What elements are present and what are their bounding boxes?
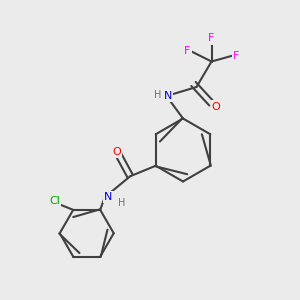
Text: F: F xyxy=(233,50,239,61)
Text: H: H xyxy=(154,89,162,100)
Text: N: N xyxy=(164,91,172,101)
Text: Cl: Cl xyxy=(49,196,60,206)
Text: O: O xyxy=(212,101,220,112)
Text: H: H xyxy=(118,198,125,208)
Text: F: F xyxy=(208,33,215,43)
Text: O: O xyxy=(112,147,121,157)
Text: F: F xyxy=(184,46,191,56)
Text: N: N xyxy=(104,192,112,202)
